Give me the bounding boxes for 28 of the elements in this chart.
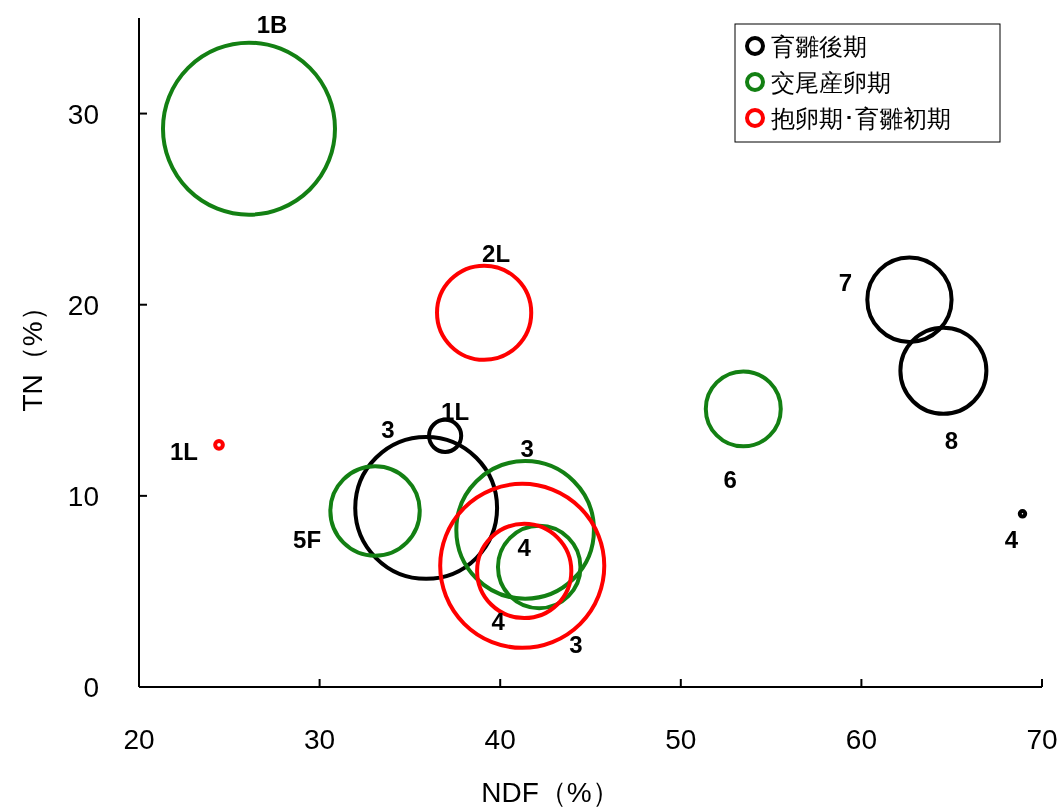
legend-label: 交尾産卵期: [771, 69, 891, 96]
y-tick-label: 0: [83, 672, 99, 703]
y-tick-label: 30: [67, 98, 99, 130]
x-tick-label: 60: [845, 724, 877, 755]
annotation: 4: [491, 607, 506, 635]
annotation: 7: [838, 268, 853, 296]
annotation: 3: [569, 631, 583, 658]
annotation: 3: [381, 416, 395, 443]
annotation: 1L: [170, 437, 199, 465]
y-tick-label: 20: [67, 289, 99, 321]
annotation: 1B: [256, 11, 288, 38]
x-tick-label: 40: [484, 724, 516, 755]
legend-label: 育雛後期: [771, 33, 867, 60]
annotation: 8: [944, 426, 959, 454]
annotation: 2L: [482, 239, 511, 267]
y-tick-label: 10: [67, 480, 99, 512]
x-tick-label: 20: [123, 724, 155, 755]
x-tick-label: 50: [665, 724, 697, 755]
y-axis-title: TN（%）: [17, 293, 48, 412]
legend-label: 抱卵期･育雛初期: [771, 105, 951, 132]
x-axis-title: NDF（%）: [481, 777, 620, 808]
annotation: 6: [723, 465, 737, 493]
x-tick-label: 70: [1026, 724, 1057, 755]
annotation: 5F: [293, 525, 322, 553]
annotation: 3: [520, 434, 534, 462]
x-tick-label: 30: [304, 724, 336, 755]
annotation: 4: [1004, 525, 1019, 553]
annotation: 4: [517, 533, 532, 561]
